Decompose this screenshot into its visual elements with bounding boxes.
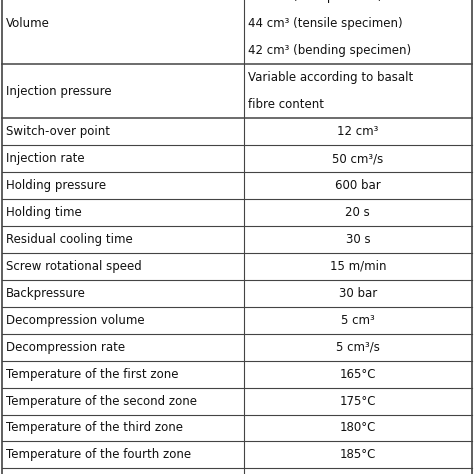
Text: 5 cm³/s: 5 cm³/s (336, 341, 380, 354)
Text: 5 cm³: 5 cm³ (341, 314, 375, 327)
Text: 30 s: 30 s (346, 233, 370, 246)
Text: Decompression rate: Decompression rate (6, 341, 125, 354)
Text: Decompression volume: Decompression volume (6, 314, 145, 327)
Text: Variable according to basalt: Variable according to basalt (248, 71, 413, 84)
Text: Injection rate: Injection rate (6, 152, 85, 165)
Text: Holding pressure: Holding pressure (6, 179, 106, 192)
Text: 50 cm³ (flat specimen): 50 cm³ (flat specimen) (248, 0, 382, 3)
Text: 185°C: 185°C (340, 448, 376, 461)
Text: 175°C: 175°C (339, 394, 376, 408)
Text: Temperature of the third zone: Temperature of the third zone (6, 421, 183, 435)
Text: 50 cm³/s: 50 cm³/s (332, 152, 383, 165)
Text: fibre content: fibre content (248, 98, 324, 111)
Text: Temperature of the first zone: Temperature of the first zone (6, 367, 179, 381)
Text: 44 cm³ (tensile specimen): 44 cm³ (tensile specimen) (248, 18, 402, 30)
Text: Holding time: Holding time (6, 206, 82, 219)
Text: Residual cooling time: Residual cooling time (6, 233, 133, 246)
Text: 20 s: 20 s (346, 206, 370, 219)
Text: Volume: Volume (6, 18, 50, 30)
Text: Injection pressure: Injection pressure (6, 85, 112, 98)
Text: Switch-over point: Switch-over point (6, 125, 110, 138)
Text: Temperature of the fourth zone: Temperature of the fourth zone (6, 448, 191, 461)
Text: 180°C: 180°C (340, 421, 376, 435)
Text: Screw rotational speed: Screw rotational speed (6, 260, 142, 273)
Text: 15 m/min: 15 m/min (329, 260, 386, 273)
Text: 12 cm³: 12 cm³ (337, 125, 379, 138)
Text: Backpressure: Backpressure (6, 287, 86, 300)
Text: 165°C: 165°C (339, 367, 376, 381)
Text: 42 cm³ (bending specimen): 42 cm³ (bending specimen) (248, 44, 411, 57)
Text: 30 bar: 30 bar (339, 287, 377, 300)
Text: 600 bar: 600 bar (335, 179, 381, 192)
Text: Temperature of the second zone: Temperature of the second zone (6, 394, 197, 408)
